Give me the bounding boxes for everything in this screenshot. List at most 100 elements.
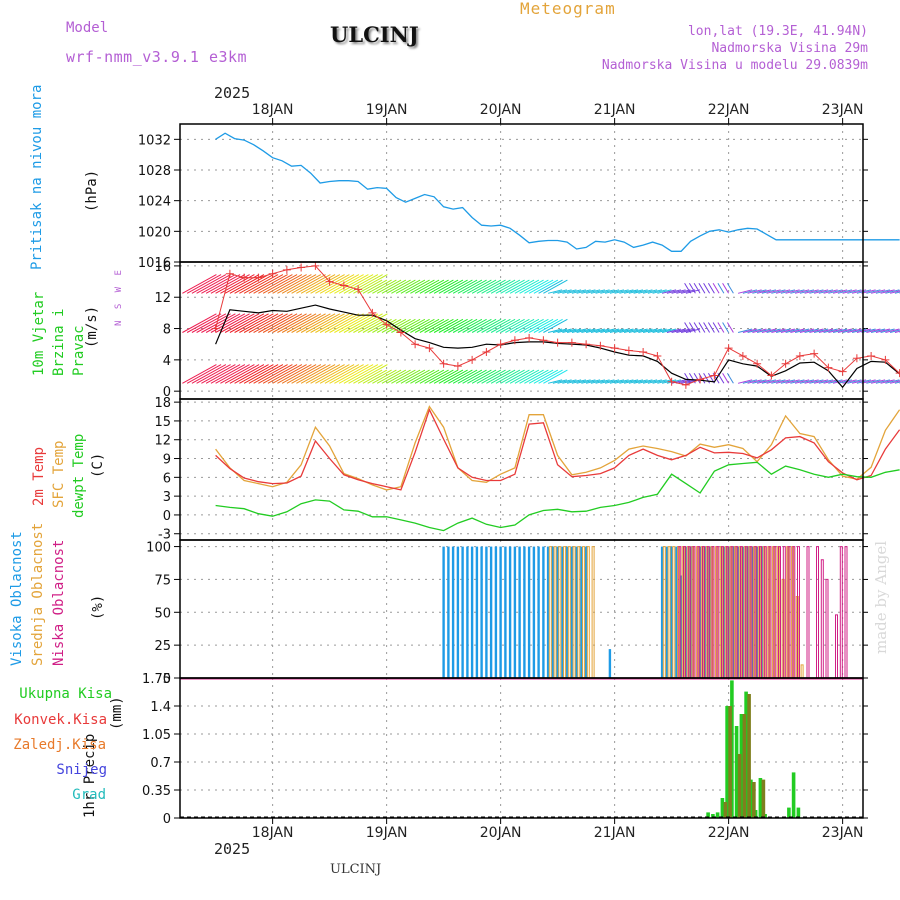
wind-gust-marker (738, 351, 747, 360)
wind-barb (433, 318, 459, 333)
wind-barb (457, 369, 483, 384)
wind-barb (386, 369, 411, 384)
wind-barb (329, 274, 364, 294)
day-label-top: 19JAN (366, 102, 408, 118)
wind-barb (847, 289, 862, 294)
wind-barb (889, 380, 900, 384)
cloud-bar-high (608, 649, 612, 678)
y-tick-label: 12 (154, 434, 171, 449)
wind-barb (286, 364, 322, 384)
wind-gust-marker (795, 351, 804, 360)
wind-gust-marker (710, 371, 719, 380)
wind-barb (405, 318, 430, 333)
wind-barb (581, 289, 596, 294)
wind-barb (272, 364, 307, 384)
wind-barb (771, 289, 786, 294)
wind-barb (628, 289, 644, 294)
day-label-bottom: 19JAN (366, 825, 408, 841)
wind-barb (182, 364, 217, 384)
cloud-bar-low (773, 546, 777, 678)
wind-barb (633, 379, 648, 384)
wind-barb (210, 313, 246, 333)
model-elevation: Nadmorska Visina u modelu 29.0839m (601, 58, 868, 73)
wind-barb (543, 279, 568, 294)
wind-barb (243, 313, 279, 333)
wind-barb (291, 274, 326, 294)
wind-barb (262, 313, 298, 333)
wind-barb (452, 279, 478, 294)
wind-barb (722, 322, 730, 333)
wind-barb (576, 328, 591, 333)
wind-barb (752, 379, 767, 384)
wind-barb (372, 318, 397, 333)
wind-barb (684, 283, 692, 294)
wind-barb (693, 322, 701, 333)
wind-barb (338, 364, 374, 384)
cloud-bar-high (451, 546, 455, 678)
wind-barb (391, 369, 416, 384)
wind-barb (248, 364, 284, 384)
wind-barb (196, 274, 231, 294)
cloud-bar-high (489, 546, 493, 678)
wind-barb (462, 279, 487, 294)
wind-barb (310, 313, 345, 333)
cloud-bar-mid (582, 546, 586, 678)
wind-barb (258, 313, 293, 333)
wind-barb (712, 322, 720, 333)
wind-barb (315, 274, 350, 294)
y-tick-label: 1024 (138, 195, 171, 210)
wind-barb (562, 289, 577, 294)
wind-barb (524, 318, 549, 333)
wind-barb (457, 318, 483, 333)
wind-barb (885, 328, 900, 333)
wind-barb (253, 313, 288, 333)
wind-barb (457, 279, 483, 294)
wind-barb (372, 279, 397, 294)
wind-barb (448, 279, 473, 294)
cloud-bar-mid (586, 546, 590, 678)
wind-barb (780, 379, 796, 384)
y-tick-label: 1020 (138, 225, 171, 240)
wind-barb (239, 313, 274, 333)
wind-barb (182, 274, 217, 294)
y-tick-label: 6 (163, 471, 171, 486)
wind-barb (243, 364, 279, 384)
wind-gust-marker (268, 269, 277, 278)
y-tick-label: 1016 (138, 256, 171, 271)
wind-barb (191, 313, 227, 333)
footer-station: ULCINJ (330, 862, 382, 877)
wind-barb (528, 369, 554, 384)
y-tick-label: 0 (163, 672, 171, 687)
cloud-bar-low (735, 546, 739, 678)
y-tick-label: 0 (163, 385, 171, 400)
legend-convective-rain: Konvek.Kisa (14, 712, 107, 728)
wind-barb (628, 328, 644, 333)
wind-barb (205, 313, 241, 333)
wind-barb (433, 279, 459, 294)
wind-barb (804, 379, 819, 384)
wind-barb (438, 318, 464, 333)
wind-barb (562, 328, 577, 333)
wind-barb (410, 279, 435, 294)
wind-barb (698, 373, 706, 384)
wind-barb (495, 318, 521, 333)
cloud-bar-low (816, 546, 819, 678)
cloud-bar-low (835, 614, 838, 678)
wind-barb (880, 328, 895, 333)
cloud-bar-high (570, 546, 574, 678)
wind-gust-marker (525, 333, 534, 342)
cloud-bar-low (782, 546, 786, 678)
wind-barb (837, 379, 853, 384)
wind-gust-marker (667, 377, 676, 386)
wind-barb (191, 364, 227, 384)
wind-barb (756, 289, 772, 294)
wind-barb (533, 279, 559, 294)
precip-bar-convective (723, 802, 728, 818)
wind-barb (419, 369, 445, 384)
wind-barb (809, 289, 824, 294)
wind-gust-marker (254, 273, 263, 282)
wind-gust-marker (539, 336, 548, 345)
wind-barb (329, 313, 364, 333)
wind-gust-marker (339, 281, 348, 290)
